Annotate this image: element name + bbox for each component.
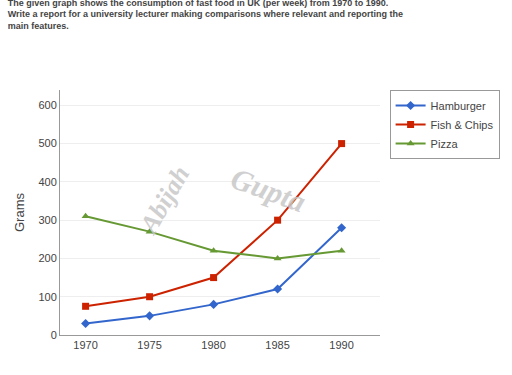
svg-text:1970: 1970 [73,339,97,351]
svg-text:200: 200 [38,252,56,264]
svg-text:Gupta: Gupta [227,161,310,218]
svg-text:100: 100 [38,291,56,303]
svg-text:Fish & Chips: Fish & Chips [431,119,494,131]
svg-text:400: 400 [38,176,56,188]
svg-text:Pizza: Pizza [431,138,459,150]
svg-text:Grams: Grams [12,193,27,233]
svg-text:1975: 1975 [137,339,161,351]
svg-text:0: 0 [51,329,57,341]
svg-text:500: 500 [38,137,56,149]
svg-text:Hamburger: Hamburger [431,100,486,112]
svg-text:300: 300 [38,214,56,226]
svg-text:The given graph shows the cons: The given graph shows the consumption of… [8,0,403,31]
svg-text:1985: 1985 [265,339,289,351]
svg-text:600: 600 [38,99,56,111]
svg-text:1990: 1990 [329,339,353,351]
svg-text:Abijah: Abijah [133,161,195,240]
svg-text:1980: 1980 [201,339,225,351]
